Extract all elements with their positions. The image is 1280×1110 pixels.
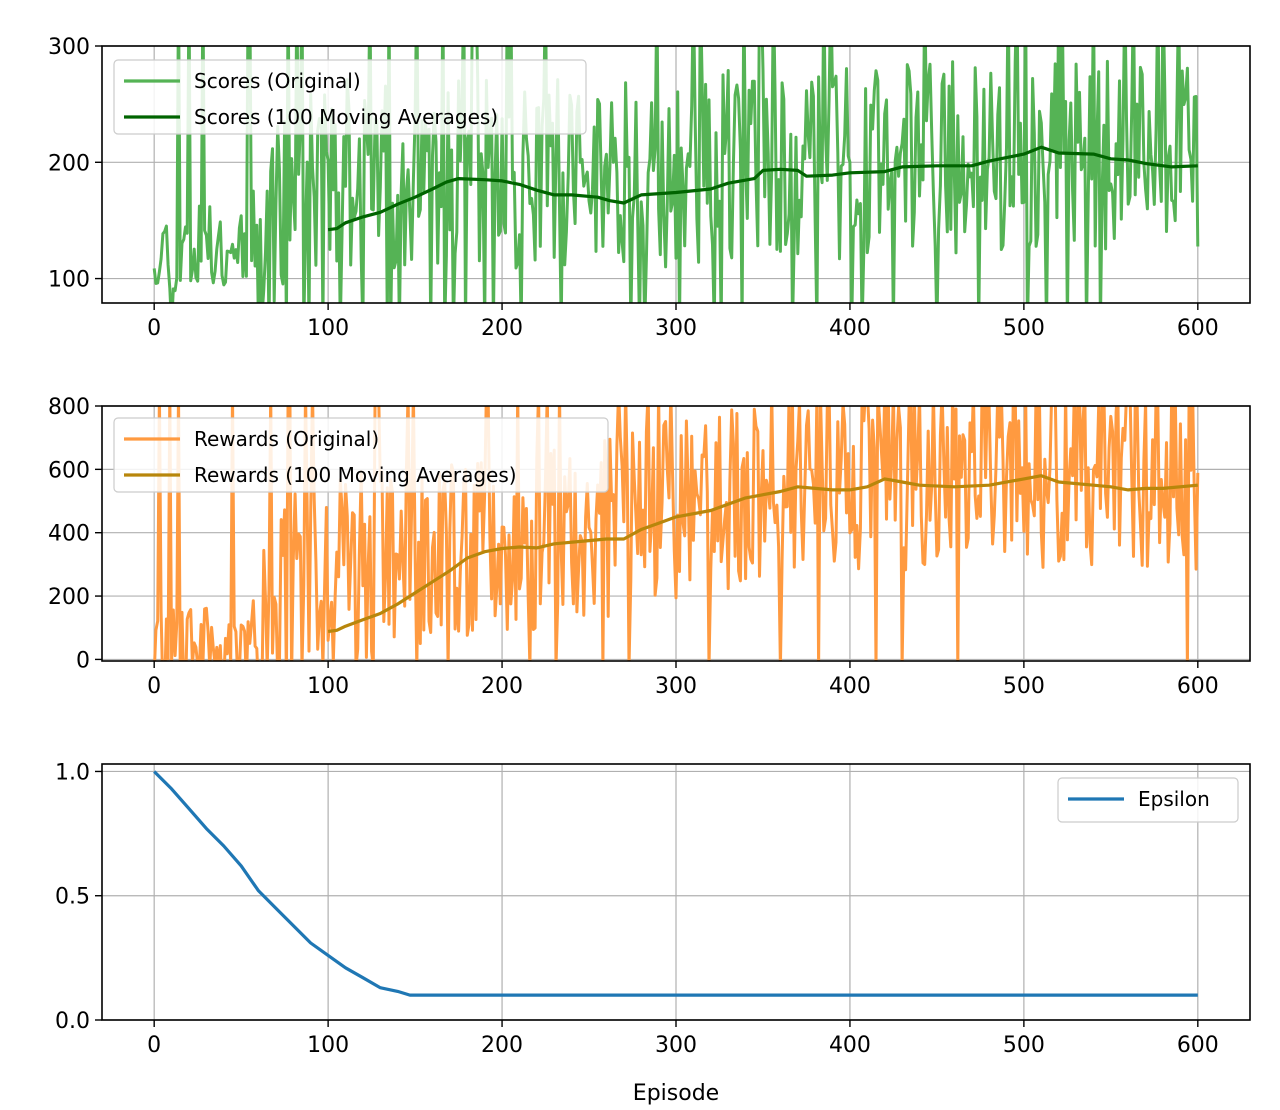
legend: Scores (Original) Scores (100 Moving Aver… <box>113 59 587 135</box>
y-tick-label: 0.5 <box>55 885 90 910</box>
chart-panel-1: 0 100 200 300 400 500 600 100 200 300 Scores (Orig… <box>48 35 1251 341</box>
y-tick-label: 100 <box>48 268 90 293</box>
legend-box <box>113 59 587 135</box>
chart-panel-3: 0 100 200 300 400 500 600 0.0 0.5 1.0 Episode Epsil… <box>55 760 1251 1106</box>
series-line-2 <box>327 145 1198 232</box>
legend-entry: Rewards (100 Moving Averages) <box>194 463 517 487</box>
series-line-1 <box>153 770 1198 997</box>
x-tick-label: 500 <box>1003 1033 1045 1058</box>
x-tick-label: 600 <box>1177 1033 1219 1058</box>
legend-box <box>113 417 609 493</box>
x-tick-label: 200 <box>481 316 523 341</box>
x-tick-label: 400 <box>829 316 871 341</box>
x-tick-label: 0 <box>147 674 161 699</box>
x-tick-label: 0 <box>147 316 161 341</box>
x-tick-label: 200 <box>481 674 523 699</box>
x-tick-label: 0 <box>147 1033 161 1058</box>
legend-entry: Rewards (Original) <box>194 427 379 451</box>
series-line-1 <box>153 406 1200 661</box>
x-tick-label: 400 <box>829 674 871 699</box>
x-tick-label: 300 <box>655 674 697 699</box>
y-tick-label: 200 <box>48 151 90 176</box>
legend-box <box>1057 777 1239 823</box>
y-tick-label: 1.0 <box>55 760 90 785</box>
y-tick-label: 200 <box>48 585 90 610</box>
legend-entry: Scores (100 Moving Averages) <box>194 105 498 129</box>
legend: Rewards (Original) Rewards (100 Moving Av… <box>113 417 609 493</box>
legend: Epsilon <box>1057 777 1239 823</box>
x-tick-label: 600 <box>1177 316 1219 341</box>
x-tick-label: 100 <box>307 674 349 699</box>
x-axis-label: Episode <box>633 1081 719 1106</box>
series-line-2 <box>327 474 1198 634</box>
y-tick-label: 400 <box>48 522 90 547</box>
x-tick-label: 200 <box>481 1033 523 1058</box>
y-tick-label: 800 <box>48 395 90 420</box>
legend-entry: Scores (Original) <box>194 69 361 93</box>
y-tick-label: 0 <box>76 648 90 673</box>
legend-entry: Epsilon <box>1138 787 1210 811</box>
x-tick-label: 100 <box>307 1033 349 1058</box>
y-tick-label: 0.0 <box>55 1009 90 1034</box>
x-tick-label: 100 <box>307 316 349 341</box>
x-tick-label: 600 <box>1177 674 1219 699</box>
x-tick-label: 300 <box>655 316 697 341</box>
y-tick-label: 600 <box>48 458 90 483</box>
x-tick-label: 300 <box>655 1033 697 1058</box>
chart-panel-2: 0 100 200 300 400 500 600 0 200 400 600 800 Rewards … <box>48 395 1251 699</box>
x-tick-label: 500 <box>1003 674 1045 699</box>
x-tick-label: 400 <box>829 1033 871 1058</box>
y-tick-label: 300 <box>48 35 90 60</box>
series-line-1 <box>152 46 1200 303</box>
x-tick-label: 500 <box>1003 316 1045 341</box>
